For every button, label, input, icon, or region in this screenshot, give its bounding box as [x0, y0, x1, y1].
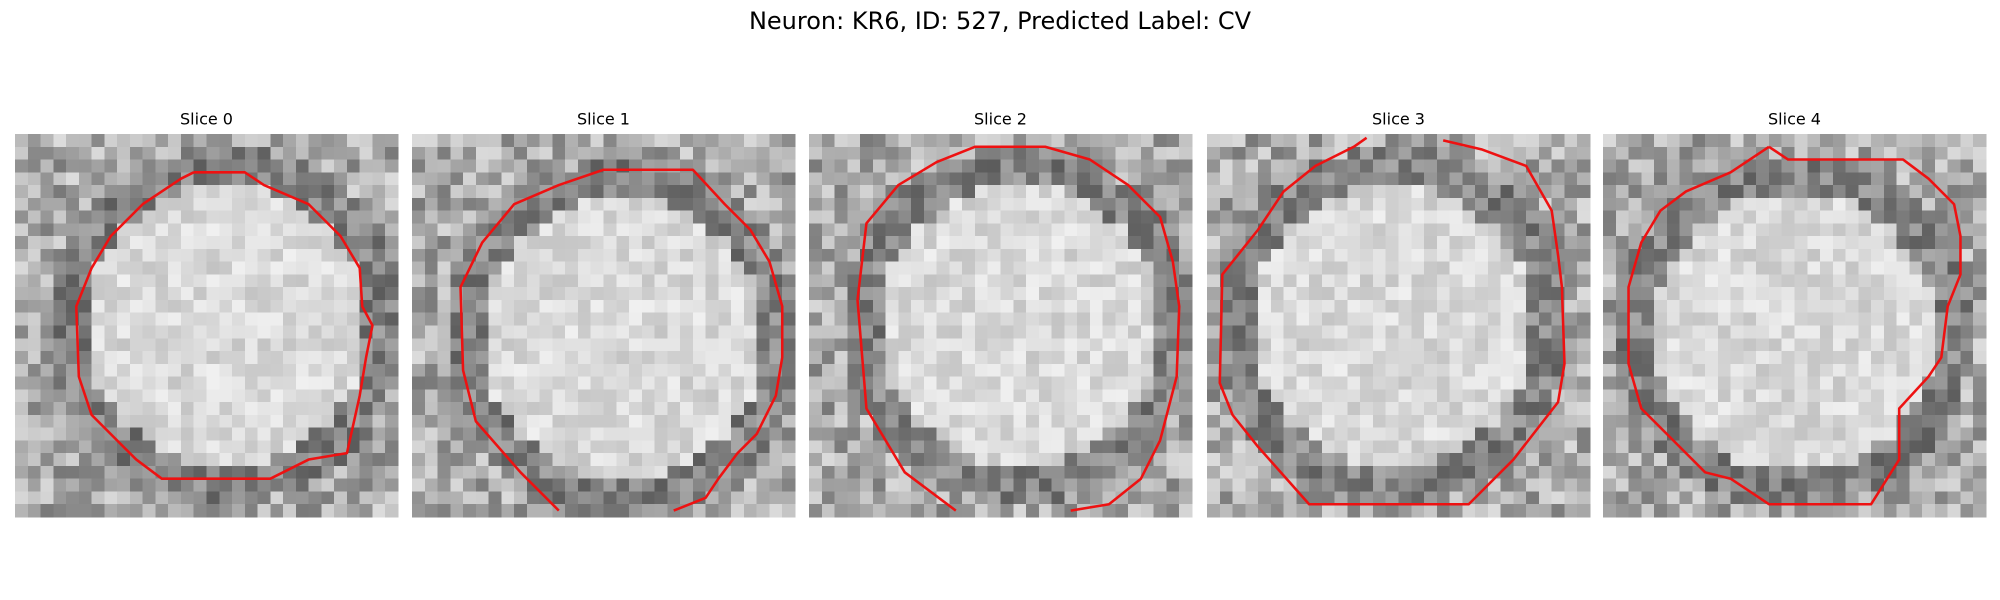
image-panel: [15, 134, 399, 518]
contour: [1627, 145, 1962, 506]
panel-title: Slice 2: [974, 110, 1027, 129]
contour: [75, 171, 374, 480]
panel-title: Slice 4: [1768, 110, 1821, 129]
micrograph: [15, 134, 399, 518]
image-panel: [809, 134, 1193, 518]
figure-title: Neuron: KR6, ID: 527, Predicted Label: C…: [749, 7, 1252, 35]
image-panel: [1207, 134, 1591, 518]
panel-title: Slice 3: [1372, 110, 1425, 129]
contour: [1218, 136, 1566, 506]
micrograph: [1603, 134, 1987, 518]
contour: [459, 168, 784, 512]
micrograph: [412, 134, 796, 518]
image-panel: [412, 134, 796, 518]
micrograph: [1207, 134, 1591, 518]
panel-title: Slice 1: [577, 110, 630, 129]
contour: [856, 145, 1181, 512]
panel-title: Slice 0: [180, 110, 233, 129]
image-panel: [1603, 134, 1987, 518]
